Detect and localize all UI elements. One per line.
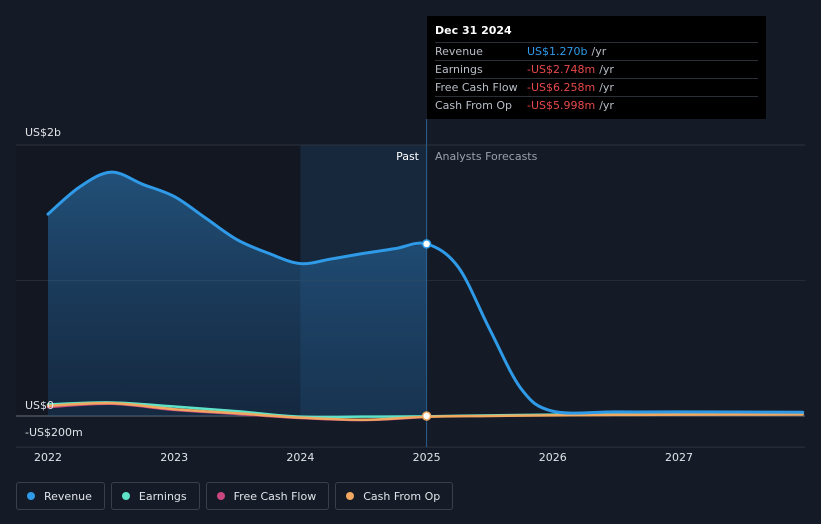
tooltip-row-label: Revenue	[435, 45, 483, 58]
tooltip-row-label: Earnings	[435, 63, 483, 76]
x-tick-label: 2022	[34, 451, 62, 464]
legend-item-earnings[interactable]: Earnings	[110, 482, 200, 510]
legend-label: Earnings	[138, 489, 187, 503]
revenue-line	[46, 170, 805, 415]
tooltip-panel: Dec 31 2024 Revenue US$1.270b /yr Earnin…	[427, 16, 766, 119]
cash-from-op-line	[46, 401, 804, 422]
tooltip-row-revenue: Revenue US$1.270b /yr	[435, 43, 758, 61]
legend-dot-icon	[216, 492, 225, 500]
legend-dot-icon	[27, 492, 35, 500]
legend-item-cash-from-op[interactable]: Cash From Op	[335, 482, 454, 510]
legend: Revenue Earnings Free Cash Flow Cash Fro…	[16, 482, 454, 510]
tooltip-row-free-cash-flow: Free Cash Flow -US$6.258m /yr	[435, 79, 758, 97]
tooltip-row-earnings: Earnings -US$2.748m /yr	[435, 61, 758, 79]
tooltip-row-unit: /yr	[599, 63, 614, 76]
y-label-top: US$2b	[25, 126, 61, 139]
y-label-bottom: -US$200m	[25, 426, 83, 439]
legend-item-free-cash-flow[interactable]: Free Cash Flow	[205, 482, 330, 510]
other-highlight-marker	[421, 411, 432, 421]
x-tick-label: 2027	[665, 451, 693, 464]
past-label: Past	[396, 150, 420, 163]
tooltip-row-unit: /yr	[599, 99, 614, 112]
revenue-area	[48, 172, 427, 416]
tooltip-row-value: -US$2.748m	[527, 63, 596, 76]
x-tick-label: 2023	[160, 451, 188, 464]
x-tick-label: 2025	[413, 451, 441, 464]
x-tick-label: 2026	[539, 451, 567, 464]
forecast-label: Analysts Forecasts	[435, 150, 538, 163]
x-tick-label: 2024	[286, 451, 314, 464]
tooltip-row-label: Free Cash Flow	[435, 81, 518, 94]
legend-item-revenue[interactable]: Revenue	[16, 482, 105, 510]
tooltip-row-value: US$1.270b	[527, 45, 588, 58]
revenue-highlight-marker	[421, 239, 432, 249]
tooltip-date: Dec 31 2024	[435, 24, 758, 43]
tooltip-row-value: -US$6.258m	[527, 81, 596, 94]
legend-dot-icon	[121, 492, 130, 500]
legend-label: Free Cash Flow	[233, 489, 317, 503]
tooltip-row-unit: /yr	[599, 81, 614, 94]
tooltip-row-value: -US$5.998m	[527, 99, 596, 112]
tooltip-row-label: Cash From Op	[435, 99, 513, 112]
legend-dot-icon	[346, 492, 355, 500]
y-label-zero: US$0	[25, 399, 54, 412]
tooltip-row-unit: /yr	[591, 45, 607, 58]
legend-label: Cash From Op	[363, 489, 441, 503]
legend-label: Revenue	[44, 489, 92, 503]
tooltip-row-cash-from-op: Cash From Op -US$5.998m /yr	[435, 97, 758, 114]
